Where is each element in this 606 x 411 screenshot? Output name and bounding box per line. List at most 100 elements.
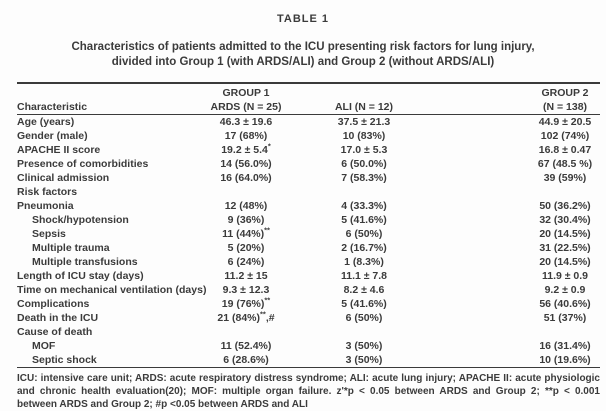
group2-value-cell: 31 (22.5%) [539,242,591,254]
footnote-line-3: between ARDS and Group 2; #p <0.05 betwe… [17,398,308,410]
table-row: Shock/hypotension 9 (36%) 5 (41.6%) 32 (30.… [17,213,600,227]
group2-value-cell: 56 (40.6%) [539,298,591,310]
table-row: Clinical admission 16 (64.0%) 7 (58.3%) 39 … [17,171,600,185]
group2-value-cell: 32 (30.4%) [539,214,591,226]
table-caption: Characteristics of patients admitted to … [0,40,606,70]
characteristic-cell: Time on mechanical ventilation (days) [17,284,207,296]
characteristic-cell: Sepsis [32,228,66,240]
table-caption-line-1: Characteristics of patients admitted to … [71,41,535,53]
group2-value-cell: 16.8 ± 0.47 [538,144,592,156]
table-row: Multiple transfusions 6 (24%) 1 (8.3%) 20 (… [17,255,600,269]
characteristic-cell: Presence of comorbidities [17,158,149,170]
table-row: Age (years) 46.3 ± 19.6 37.5 ± 21.3 44.9 ± … [17,115,600,130]
ards-value-cell: 21 (84%)**,# [217,309,275,324]
ali-value-cell: 6 (50%) [345,228,383,240]
characteristic-cell: APACHE II score [17,144,101,156]
ards-value-cell: 19.2 ± 5.4* [221,141,271,156]
footnote-line-1: ICU: intensive care unit; ARDS: acute re… [17,373,600,384]
spacer-cell [403,311,530,325]
ali-value-cell: 2 (16.7%) [341,242,387,254]
characteristic-cell: Death in the ICU [17,312,99,324]
spacer-cell [403,283,530,297]
ards-value-cell: 46.3 ± 19.6 [219,116,273,128]
table-caption-line-2: divided into Group 1 (with ARDS/ALI) and… [111,56,495,68]
ali-value-cell [325,185,403,199]
table-row: Presence of comorbidities 14 (56.0%) 6 (50… [17,157,600,171]
group2-n-column-header: (N = 138) [530,100,600,115]
group-header-row: GROUP 1 GROUP 2 [17,82,600,100]
group2-value-cell: 20 (14.5%) [539,256,591,268]
group2-value-cell: 11.9 ± 0.9 [541,270,589,282]
group2-header: GROUP 2 [530,82,600,100]
table-label: TABLE 1 [276,13,330,25]
significance-marker: * [267,141,271,151]
group1-header: GROUP 1 [167,82,325,100]
group2-value-cell [530,325,600,339]
group2-value-cell: 51 (37%) [543,312,587,324]
ali-column-header: ALI (N = 12) [325,100,403,115]
scanned-paper-page: TABLE 1 Characteristics of patients admi… [0,13,606,411]
ali-value-cell: 3 (50%) [345,340,383,352]
table-row: Gender (male) 17 (68%) 10 (83%) 102 (74%) [17,129,600,143]
ards-value-cell: 11.2 ± 15 [224,270,268,282]
ards-value-cell: 6 (24%) [227,256,265,268]
ards-value-cell: 9.3 ± 12.3 [222,284,270,296]
characteristic-cell: MOF [32,340,56,352]
column-header-row: Characteristic ARDS (N = 25) ALI (N = 12… [17,100,600,115]
spacer-cell [403,227,530,241]
ards-value-cell: 11 (44%)** [222,225,270,240]
ali-value-cell: 5 (41.6%) [341,298,387,310]
group2-value-cell: 16 (31.4%) [539,340,591,352]
characteristic-cell: Multiple trauma [32,242,110,254]
spacer-cell [403,171,530,185]
spacer-cell [403,269,530,283]
group2-value-cell: 67 (48.5 %) [537,158,593,170]
footnote-line-2: and chronic health evaluation(20); MOF: … [17,385,600,397]
ards-column-header: ARDS (N = 25) [167,100,325,115]
ards-value-cell [167,185,325,199]
characteristic-cell: Shock/hypotension [32,214,129,226]
spacer-cell [403,185,530,199]
ali-value-cell: 4 (33.3%) [341,200,387,212]
spacer-cell [403,297,530,311]
spacer-cell [403,213,530,227]
table-row: Multiple trauma 5 (20%) 2 (16.7%) 31 (22.5%… [17,241,600,255]
characteristic-cell: Complications [17,298,90,310]
spacer-cell [403,129,530,143]
ards-value-cell: 11 (52.4%) [220,340,272,352]
group2-value-cell: 102 (74%) [540,130,590,142]
ards-value-cell: 17 (68%) [224,130,268,142]
table-header: GROUP 1 GROUP 2 Characteristic ARDS (N =… [17,82,600,115]
ards-value-cell [167,325,325,339]
table-row: Complications 19 (76%)** 5 (41.6%) 56 (40.6… [17,296,600,311]
ards-value-cell: 12 (48%) [224,200,268,212]
ali-value-cell: 11.1 ± 7.8 [340,270,388,282]
table-row: Septic shock 6 (28.6%) 3 (50%) 10 (19.6%) [17,353,600,368]
characteristic-cell: Septic shock [17,353,167,368]
table-row: Time on mechanical ventilation (days) 9.3… [17,283,600,297]
characteristic-cell: Length of ICU stay (days) [17,270,144,282]
section-label-cell: Cause of death [17,326,93,338]
section-row: Cause of death [17,325,600,339]
table-row: Death in the ICU 21 (84%)**,# 6 (50%) 51 (3… [17,309,600,325]
table-row: APACHE II score 19.2 ± 5.4* 17.0 ± 5.3 16.8… [17,141,600,157]
ali-value-cell: 3 (50%) [325,353,403,368]
ali-value-cell: 6 (50.0%) [341,158,387,170]
section-label-cell: Risk factors [17,186,78,198]
ali-value-cell: 5 (41.6%) [341,214,387,226]
characteristic-column-header: Characteristic [17,100,167,115]
table-footnote: ICU: intensive care unit; ARDS: acute re… [17,373,600,411]
significance-marker: ** [264,225,270,235]
spacer-header-cell [403,82,530,100]
spacer-cell [403,339,530,353]
spacer-cell [403,143,530,157]
empty-header-cell [325,82,403,100]
ards-value-cell: 6 (28.6%) [167,353,325,368]
spacer-header-cell [403,100,530,115]
table-row: Sepsis 11 (44%)** 6 (50%) 20 (14.5%) [17,225,600,241]
table-row: MOF 11 (52.4%) 3 (50%) 16 (31.4%) [17,339,600,353]
characteristic-cell: Clinical admission [17,172,110,184]
group2-value-cell: 50 (36.2%) [539,200,591,212]
spacer-cell [403,115,530,130]
ards-value-cell: 5 (20%) [227,242,265,254]
